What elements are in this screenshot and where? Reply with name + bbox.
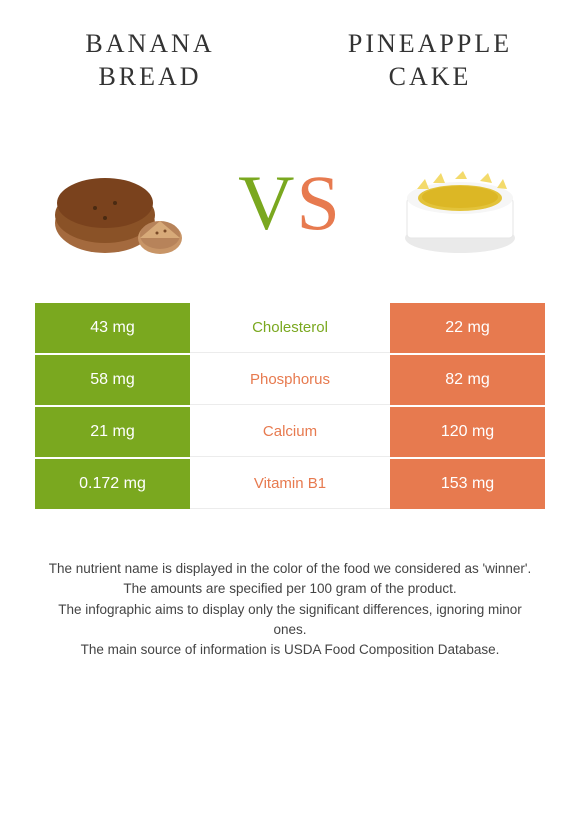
pineapple-cake-image [380, 138, 540, 268]
cell-label: Cholesterol [190, 303, 390, 353]
footer-line-1: The nutrient name is displayed in the co… [40, 559, 540, 579]
table-row: 58 mg Phosphorus 82 mg [35, 355, 545, 405]
footer-notes: The nutrient name is displayed in the co… [0, 559, 580, 660]
footer-line-2: The amounts are specified per 100 gram o… [40, 579, 540, 599]
table-row: 43 mg Cholesterol 22 mg [35, 303, 545, 353]
title-left-line2: bread [50, 61, 250, 94]
banana-bread-image [40, 138, 200, 268]
cell-left: 43 mg [35, 303, 190, 353]
title-left: Banana bread [50, 28, 250, 93]
footer-line-4: The main source of information is USDA F… [40, 640, 540, 660]
cell-label: Vitamin B1 [190, 459, 390, 509]
title-left-line1: Banana [50, 28, 250, 61]
vs-label: VS [238, 158, 342, 248]
cell-left: 58 mg [35, 355, 190, 405]
cell-label: Phosphorus [190, 355, 390, 405]
cell-right: 22 mg [390, 303, 545, 353]
header: Banana bread Pineapple cake [0, 0, 580, 93]
image-row: VS [0, 93, 580, 303]
vs-v: V [238, 159, 296, 246]
cell-right: 153 mg [390, 459, 545, 509]
title-right-line1: Pineapple [330, 28, 530, 61]
table-row: 0.172 mg Vitamin B1 153 mg [35, 459, 545, 509]
title-right-line2: cake [330, 61, 530, 94]
table-row: 21 mg Calcium 120 mg [35, 407, 545, 457]
cell-left: 0.172 mg [35, 459, 190, 509]
nutrient-table: 43 mg Cholesterol 22 mg 58 mg Phosphorus… [35, 303, 545, 509]
footer-line-3: The infographic aims to display only the… [40, 600, 540, 641]
cell-label: Calcium [190, 407, 390, 457]
cell-left: 21 mg [35, 407, 190, 457]
vs-s: S [296, 159, 341, 246]
title-right: Pineapple cake [330, 28, 530, 93]
cell-right: 120 mg [390, 407, 545, 457]
cell-right: 82 mg [390, 355, 545, 405]
